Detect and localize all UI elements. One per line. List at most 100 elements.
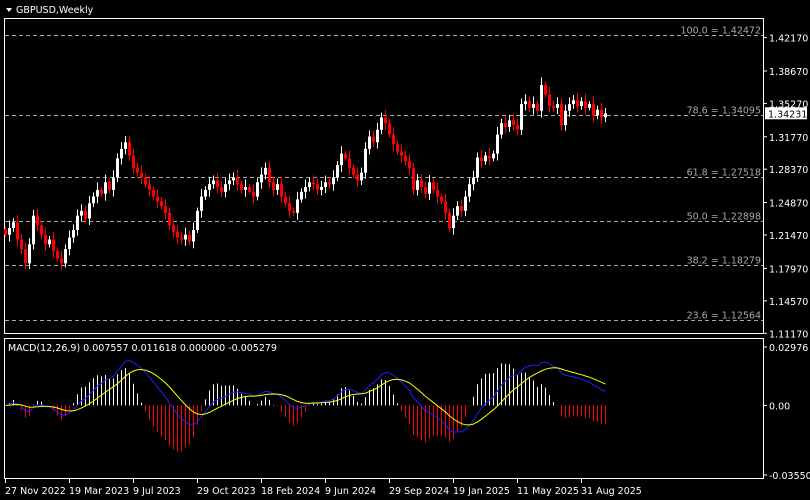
candle-body: [16, 222, 19, 240]
candle-body: [160, 201, 163, 207]
candle-body: [168, 212, 171, 226]
candle-body: [156, 196, 159, 202]
candle-body: [472, 177, 475, 185]
time-tick-label: 11 May 2025: [517, 486, 579, 497]
candle-body: [368, 136, 371, 149]
candle-body: [228, 180, 231, 185]
candle-body: [116, 158, 119, 178]
time-tick-label: 9 Jul 2023: [133, 486, 181, 497]
candle-body: [284, 196, 287, 204]
candle-body: [264, 167, 267, 175]
candle-body: [548, 94, 551, 106]
candle-body: [416, 180, 419, 190]
candle-body: [48, 239, 51, 245]
candle-body: [456, 206, 459, 216]
candle-body: [80, 210, 83, 216]
candle-body: [24, 249, 27, 264]
price-panel-border: [4, 18, 764, 334]
candle-body: [604, 113, 607, 118]
price-tick-label: 1.14570: [769, 297, 808, 308]
candle-body: [420, 180, 423, 188]
candle-body: [8, 228, 11, 235]
candle-body: [144, 177, 147, 185]
candle-body: [540, 84, 543, 111]
candle-body: [348, 158, 351, 168]
candle-body: [600, 109, 603, 118]
candle-body: [276, 184, 279, 190]
candle-body: [12, 222, 15, 229]
candle-body: [92, 196, 95, 204]
candle-body: [176, 231, 179, 238]
candle-body: [272, 182, 275, 190]
macd-histogram: [9, 363, 606, 452]
candle-body: [208, 184, 211, 190]
candle-body: [148, 184, 151, 190]
candle-body: [56, 250, 59, 259]
candle-body: [104, 182, 107, 194]
candle-body: [356, 174, 359, 181]
candle-body: [332, 177, 335, 185]
candle-body: [4, 229, 7, 235]
candle-body: [424, 187, 427, 194]
candle-body: [340, 153, 343, 166]
candle-body: [60, 258, 63, 264]
price-tick-label: 1.24870: [769, 199, 808, 210]
candle-body: [100, 189, 103, 194]
candle-body: [328, 182, 331, 185]
candle-body: [496, 134, 499, 154]
candle-body: [468, 184, 471, 197]
candle-body: [256, 182, 259, 197]
signal-line: [5, 367, 606, 426]
candle-body: [392, 134, 395, 145]
candle-body: [132, 155, 135, 168]
candle-body: [96, 189, 99, 197]
macd-axis: 0.02976 0.00 -0.035501: [763, 343, 810, 482]
time-tick-label: 18 Feb 2024: [261, 486, 320, 497]
candle-body: [344, 153, 347, 159]
candle-body: [316, 184, 319, 190]
price-tick-label: 1.28370: [769, 165, 808, 176]
price-axis: 1.42170 1.38670 1.35270 1.31770 1.28370 1.248…: [763, 34, 808, 340]
candle-body: [464, 196, 467, 211]
current-price-label: 1.34231: [768, 109, 807, 120]
candle-body: [268, 167, 271, 183]
price-tick-label: 1.11170: [769, 329, 808, 340]
candle-body: [216, 180, 219, 188]
candle-body: [336, 165, 339, 178]
candle-body: [568, 104, 571, 111]
candle-body: [488, 155, 491, 159]
candle-body: [388, 123, 391, 135]
candle-body: [200, 196, 203, 211]
candle-body: [88, 203, 91, 219]
price-panel: 100.0 = 1.42472 78.6 = 1.34095 61.8 = 1.27…: [4, 18, 808, 340]
candle-body: [72, 229, 75, 238]
candle-body: [280, 184, 283, 197]
candle-body: [384, 117, 387, 124]
candle-body: [240, 184, 243, 190]
time-tick-label: 31 Aug 2025: [581, 486, 642, 497]
symbol-title: GBPUSD,Weekly: [16, 5, 94, 16]
candle-body: [428, 182, 431, 194]
price-tick-label: 1.21470: [769, 231, 808, 242]
macd-tick-label: 0.00: [769, 401, 790, 412]
candle-body: [396, 144, 399, 152]
candle-body: [220, 187, 223, 192]
candle-body: [520, 104, 523, 130]
candle-body: [484, 155, 487, 162]
candle-body: [180, 237, 183, 240]
candle-body: [364, 148, 367, 173]
macd-tick-label: 0.02976: [769, 343, 808, 354]
candle-body: [172, 225, 175, 232]
candle-body: [592, 104, 595, 116]
fib-label: 50.0 = 1.22898: [687, 212, 761, 223]
triangle-down-icon[interactable]: [6, 8, 12, 12]
candle-body: [372, 136, 375, 143]
candle-body: [524, 101, 527, 105]
candle-body: [32, 215, 35, 245]
candle-body: [556, 104, 559, 108]
time-tick-label: 19 Mar 2023: [69, 486, 129, 497]
candle-body: [36, 215, 39, 226]
candle-body: [260, 174, 263, 183]
candle-body: [108, 182, 111, 190]
